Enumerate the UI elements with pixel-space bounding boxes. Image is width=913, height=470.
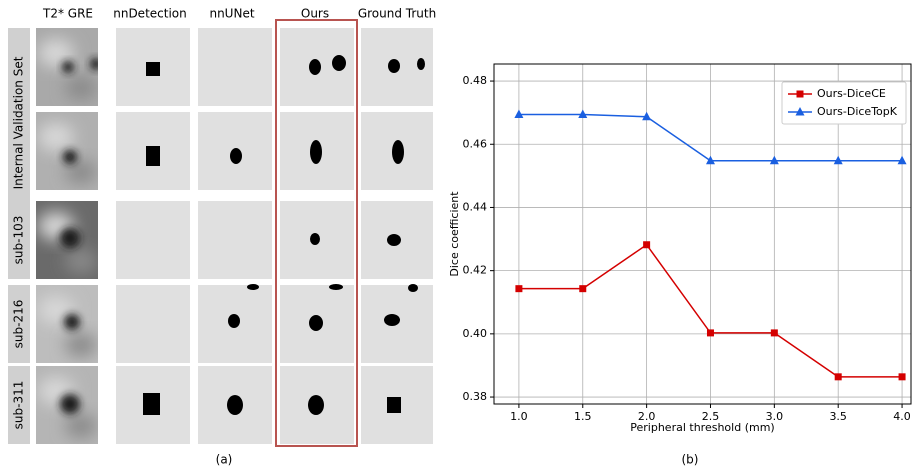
y-tick-label: 0.44 xyxy=(463,200,488,213)
mask-blob xyxy=(309,315,323,331)
mri-lesion xyxy=(62,61,74,73)
mask-blob xyxy=(227,395,243,415)
mask-blob xyxy=(146,146,160,166)
mask-blob xyxy=(310,233,320,245)
figure: T2* GRE nnDetection nnUNet Ours Ground Truth… xyxy=(0,0,913,470)
mask-blob xyxy=(392,140,404,164)
mask-blob xyxy=(408,284,418,292)
panel-a: T2* GRE nnDetection nnUNet Ours Ground Truth… xyxy=(8,7,436,467)
y-tick-label: 0.40 xyxy=(463,327,488,340)
marker xyxy=(899,373,906,380)
mask-blob xyxy=(329,284,343,290)
row-label: sub-216 xyxy=(12,300,26,349)
mask-bg xyxy=(116,201,190,279)
row-label: Internal Validation Set xyxy=(12,56,26,189)
mri-lesion xyxy=(63,150,77,164)
y-tick-label: 0.46 xyxy=(463,137,488,150)
legend-label: Ours-DiceTopK xyxy=(817,105,898,118)
mask-blob xyxy=(387,234,401,246)
x-tick-label: 1.5 xyxy=(574,410,592,423)
mask-blob xyxy=(308,395,324,415)
column-header: nnUNet xyxy=(209,7,254,21)
column-header: nnDetection xyxy=(113,7,187,21)
mri-texture xyxy=(65,414,97,438)
mask-blob xyxy=(332,55,346,71)
marker xyxy=(643,241,650,248)
caption: (b) xyxy=(682,453,699,467)
mask-blob xyxy=(230,148,242,164)
x-axis-label: Peripheral threshold (mm) xyxy=(630,421,774,434)
mask-blob xyxy=(417,58,425,70)
mri-lesion xyxy=(90,58,102,70)
mri-lesion xyxy=(64,314,80,330)
mri-texture xyxy=(65,333,97,357)
mri-image xyxy=(36,112,98,190)
marker xyxy=(707,329,714,336)
mask-bg xyxy=(198,201,272,279)
legend-marker xyxy=(797,91,804,98)
y-tick-label: 0.38 xyxy=(463,390,488,403)
row-label: sub-311 xyxy=(12,381,26,430)
column-header: T2* GRE xyxy=(42,7,93,21)
mri-texture xyxy=(65,76,97,100)
mask-blob xyxy=(310,140,322,164)
mri-texture xyxy=(65,249,97,273)
mask-blob xyxy=(384,314,400,326)
marker xyxy=(835,373,842,380)
mask-bg xyxy=(198,28,272,106)
mri-image xyxy=(36,28,102,106)
row-label: sub-103 xyxy=(12,216,26,265)
mask-blob xyxy=(388,59,400,73)
mri-lesion xyxy=(60,394,80,414)
y-tick-label: 0.48 xyxy=(463,74,488,87)
mri-image xyxy=(36,285,98,363)
x-tick-label: 3.5 xyxy=(829,410,847,423)
x-tick-label: 1.0 xyxy=(510,410,528,423)
mri-image xyxy=(36,201,98,279)
mask-blob xyxy=(387,397,401,413)
marker xyxy=(579,285,586,292)
mask-bg xyxy=(116,285,190,363)
mask-blob xyxy=(146,62,160,76)
legend-label: Ours-DiceCE xyxy=(817,87,886,100)
mri-texture xyxy=(38,123,74,151)
mri-lesion xyxy=(60,228,80,248)
mask-blob xyxy=(143,393,160,415)
caption: (a) xyxy=(216,453,233,467)
x-tick-label: 4.0 xyxy=(893,410,911,423)
mask-blob xyxy=(228,314,240,328)
mask-blob xyxy=(309,59,321,75)
marker xyxy=(515,285,522,292)
column-header: Ours xyxy=(301,7,329,21)
mask-blob xyxy=(247,284,259,290)
marker xyxy=(771,329,778,336)
mri-image xyxy=(36,366,98,444)
column-header: Ground Truth xyxy=(358,7,436,21)
y-tick-label: 0.42 xyxy=(463,264,488,277)
y-axis-label: Dice coefficient xyxy=(448,191,461,277)
